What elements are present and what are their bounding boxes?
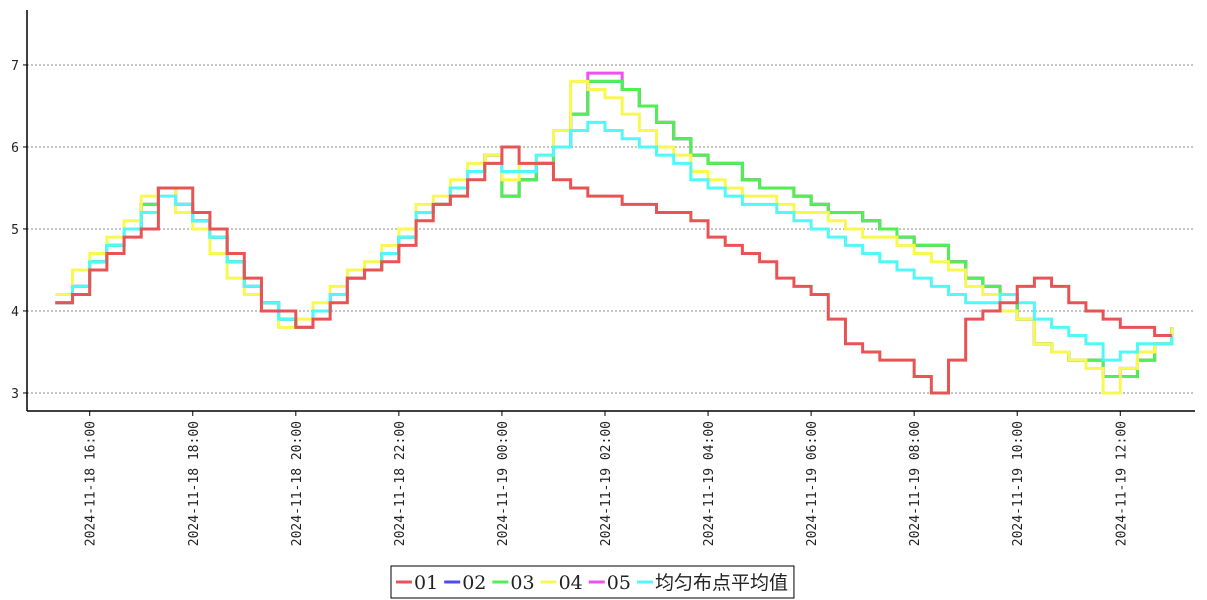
x-tick-label: 2024-11-19 08:00	[908, 421, 923, 546]
series-line	[55, 120, 1174, 362]
legend: 01 02 03 04 05 均匀布点平均值	[390, 565, 795, 599]
x-tick-label: 2024-11-19 04:00	[702, 421, 717, 546]
y-tick-label: 6	[11, 141, 19, 156]
x-tick-label: 2024-11-19 10:00	[1011, 421, 1026, 546]
x-tick-label: 2024-11-19 02:00	[599, 421, 614, 546]
legend-label: 均匀布点平均值	[655, 572, 788, 594]
series-line	[55, 145, 1172, 395]
x-tick-label: 2024-11-18 22:00	[393, 421, 408, 546]
y-tick-label: 3	[11, 387, 19, 402]
x-tick-label: 2024-11-19 06:00	[805, 421, 820, 546]
y-tick-label: 4	[11, 305, 19, 320]
y-tick-label: 7	[11, 59, 19, 74]
legend-label: 02	[462, 572, 486, 594]
x-tick-label: 2024-11-18 16:00	[84, 421, 99, 546]
x-tick-label: 2024-11-18 18:00	[187, 421, 202, 546]
legend-label: 04	[559, 572, 583, 594]
x-tick-label: 2024-11-18 20:00	[290, 421, 305, 546]
y-tick-label: 5	[11, 223, 19, 238]
legend-label: 01	[414, 572, 438, 594]
x-tick-label: 2024-11-19 12:00	[1114, 421, 1129, 546]
legend-label: 03	[510, 572, 534, 594]
x-tick-label: 2024-11-19 00:00	[496, 421, 511, 546]
legend-label: 05	[607, 572, 631, 594]
series-line	[55, 71, 1174, 379]
